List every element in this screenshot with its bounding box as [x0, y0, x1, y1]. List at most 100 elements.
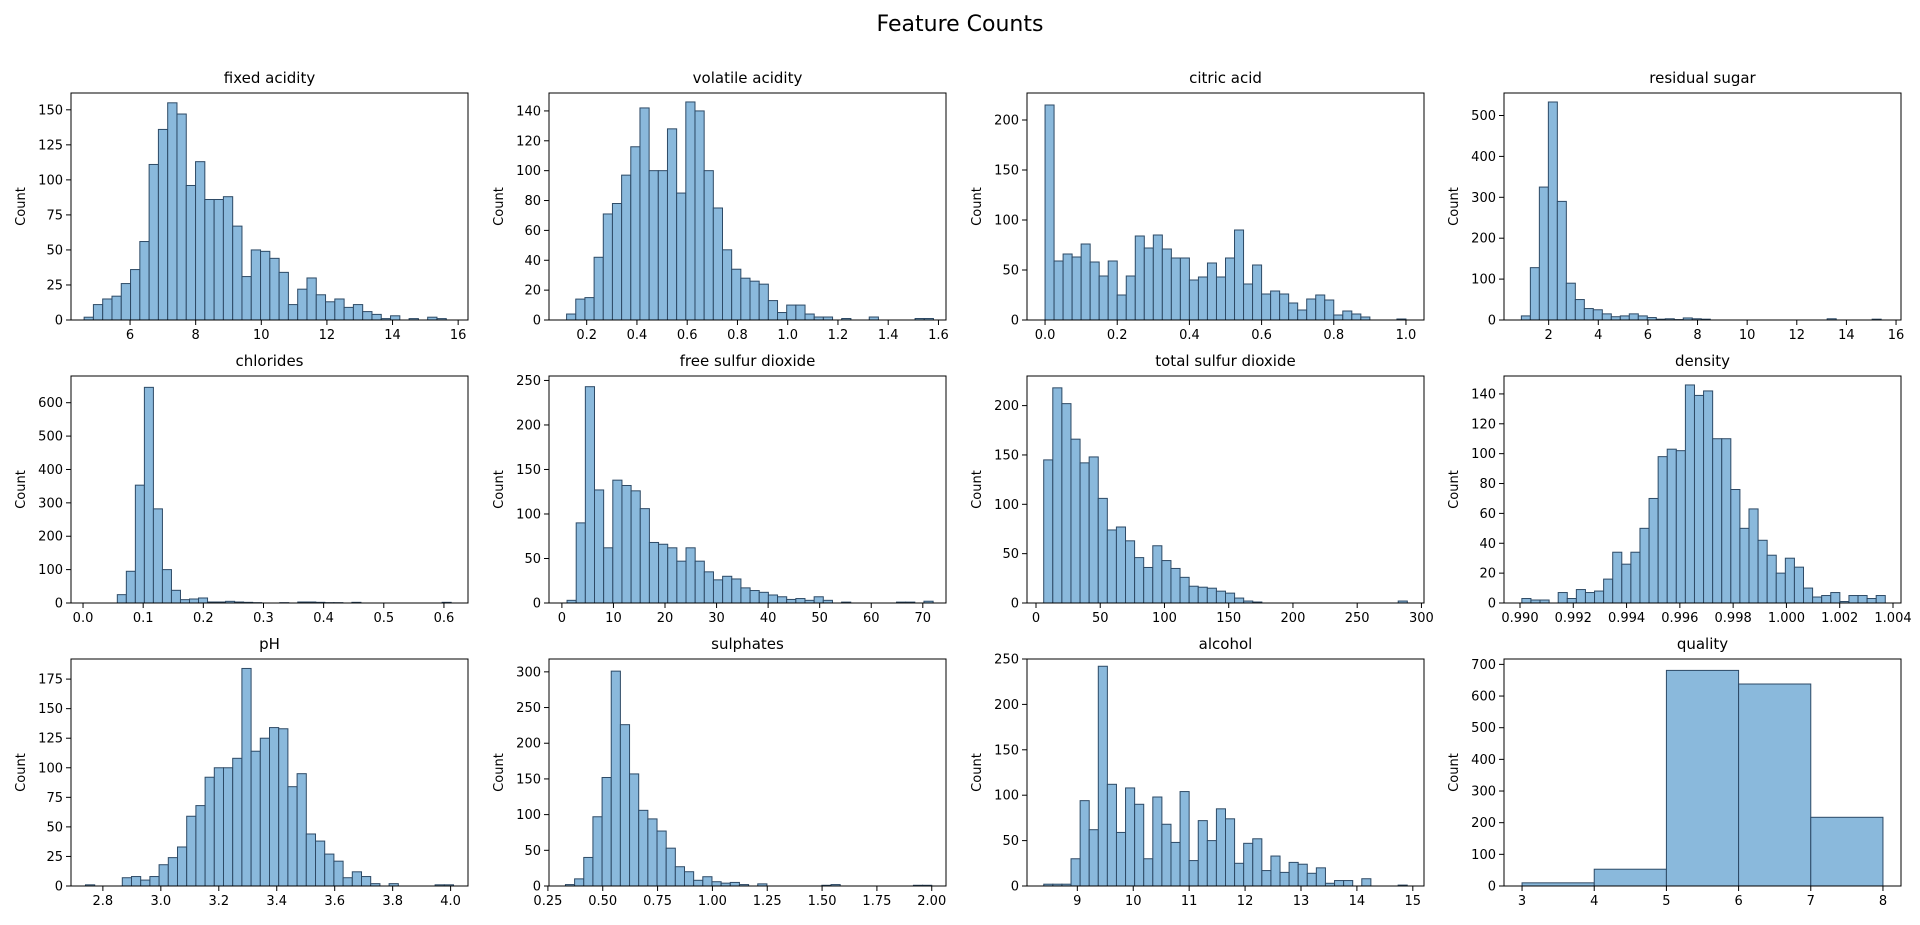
- histogram-bar: [795, 304, 806, 321]
- y-axis-label: Count: [1447, 187, 1462, 226]
- y-tick-label: 40: [1479, 537, 1496, 552]
- histogram-bar: [1107, 260, 1118, 321]
- x-tick-label: 14: [1349, 894, 1366, 909]
- histogram-bar: [1529, 267, 1540, 321]
- histogram-bar: [656, 830, 667, 887]
- histogram-bar: [1288, 302, 1299, 321]
- plot-frame: [1026, 92, 1425, 321]
- y-tick-label: 250: [516, 374, 541, 389]
- histogram-bar: [1206, 262, 1217, 321]
- histogram-bar: [1179, 576, 1190, 604]
- y-tick-label: 0: [1488, 880, 1496, 895]
- y-tick-label: 100: [1471, 273, 1496, 288]
- histogram-bar: [1738, 683, 1812, 887]
- histogram-bar: [1748, 508, 1759, 604]
- histogram-bar: [777, 596, 788, 604]
- x-tick-label: 1.4: [878, 328, 899, 343]
- subplot-chlorides: chlorides 0.0 0.1 0.2 0.3 0.4 0.5 0.6 0 100 200 300…: [14, 352, 469, 626]
- histogram-bar: [1810, 816, 1884, 887]
- histogram-bar: [1648, 497, 1659, 604]
- x-tick-label: 60: [863, 611, 880, 626]
- histogram-bar: [593, 256, 604, 321]
- histogram-bar: [1088, 456, 1099, 604]
- x-tick-label: 70: [915, 611, 932, 626]
- figure-title: Feature Counts: [876, 12, 1044, 37]
- histogram-bar: [630, 490, 641, 604]
- histogram-bar: [1225, 592, 1236, 604]
- y-axis-label: Count: [492, 470, 507, 509]
- histogram-bar: [1520, 315, 1531, 321]
- x-tick-label: 1.25: [753, 894, 782, 909]
- y-tick-label: 50: [524, 552, 541, 567]
- subplot-sulphates: sulphates 0.25 0.50 0.75 1.00 1.25 1.50 1.75 2.0…: [492, 635, 947, 909]
- plot-frame: [1026, 375, 1425, 604]
- histogram-bar: [351, 871, 363, 887]
- y-tick-label: 0: [1488, 314, 1496, 329]
- x-tick-label: 1.50: [808, 894, 837, 909]
- histogram-bar: [611, 203, 623, 321]
- x-tick-label: 1.000: [1768, 611, 1805, 626]
- histogram-bar: [232, 757, 243, 887]
- x-tick-label: 300: [1409, 611, 1434, 626]
- x-tick-label: 7: [1807, 894, 1815, 909]
- histogram-bar: [1619, 315, 1630, 321]
- histogram-bar: [278, 728, 289, 887]
- x-tick-label: 8: [1693, 328, 1701, 343]
- histogram-bar: [1297, 309, 1308, 321]
- histogram-bar: [601, 776, 612, 887]
- x-tick-label: 16: [1888, 328, 1905, 343]
- plot-frame: [1503, 658, 1902, 887]
- histogram-bar: [638, 809, 649, 887]
- y-tick-label: 200: [994, 114, 1019, 129]
- histogram-bar: [152, 508, 163, 604]
- y-tick-label: 300: [1471, 191, 1496, 206]
- subplot-total-sulfur-dioxide: total sulfur dioxide 0 50 100 150 200 250 300 0 5…: [970, 352, 1434, 626]
- histogram-bar: [648, 541, 660, 604]
- histogram-bar: [1592, 309, 1603, 321]
- x-tick-label: 16: [450, 328, 467, 343]
- histogram-bar: [250, 249, 262, 321]
- x-tick-label: 0.3: [253, 611, 274, 626]
- x-tick-label: 0.4: [1179, 328, 1200, 343]
- histogram-bar: [1675, 450, 1686, 604]
- x-tick-label: 1.0: [777, 328, 798, 343]
- histogram-bar: [767, 594, 779, 604]
- histogram-bar: [1097, 665, 1108, 887]
- x-tick-label: 0.994: [1608, 611, 1645, 626]
- y-tick-label: 0: [55, 314, 63, 329]
- histogram-bar: [777, 312, 788, 321]
- y-tick-label: 0: [55, 880, 63, 895]
- histogram-bar: [674, 866, 685, 887]
- histogram-bar: [1106, 783, 1117, 887]
- histogram-bar: [749, 590, 760, 604]
- histogram-bar: [1333, 314, 1344, 321]
- histogram-bar: [1547, 101, 1558, 321]
- histogram-bar: [1152, 545, 1163, 604]
- x-tick-label: 3.0: [150, 894, 171, 909]
- histogram-bar: [170, 589, 181, 604]
- x-tick-label: 12: [319, 328, 336, 343]
- histogram-bar: [1821, 595, 1832, 604]
- y-tick-label: 50: [46, 243, 63, 258]
- plot-frame: [548, 658, 947, 887]
- histogram-bar: [120, 283, 132, 321]
- x-tick-label: 14: [1838, 328, 1855, 343]
- y-tick-label: 250: [516, 701, 541, 716]
- histogram-bar: [1603, 578, 1614, 604]
- y-tick-label: 0: [1011, 314, 1019, 329]
- y-tick-label: 200: [1471, 816, 1496, 831]
- histogram-bar: [1152, 234, 1163, 321]
- histogram-bar: [130, 876, 142, 887]
- histogram-bar: [315, 294, 327, 321]
- histogram-bar: [204, 198, 215, 321]
- histogram-bar: [610, 670, 621, 887]
- y-tick-label: 400: [1471, 150, 1496, 165]
- plot-frame: [70, 92, 469, 321]
- histogram-bar: [333, 860, 344, 887]
- x-tick-label: 8: [192, 328, 200, 343]
- histogram-bar: [324, 853, 335, 887]
- x-tick-label: 40: [760, 611, 777, 626]
- histogram-bar: [683, 871, 695, 887]
- y-tick-label: 80: [1479, 477, 1496, 492]
